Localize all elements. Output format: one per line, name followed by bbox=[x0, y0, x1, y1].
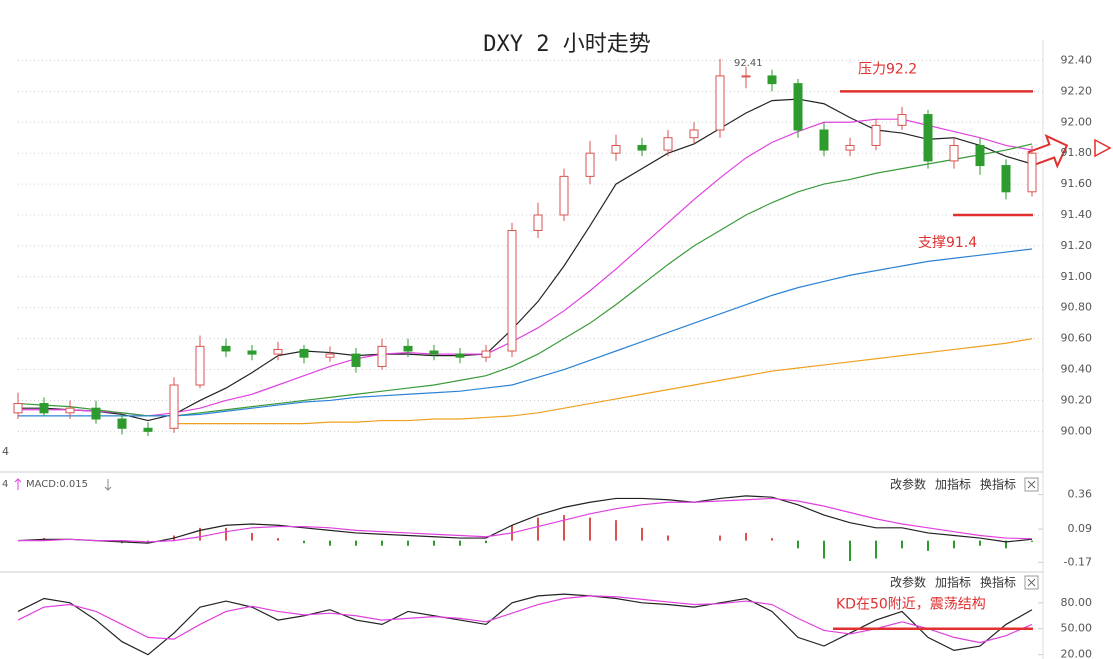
candle-body bbox=[143, 427, 153, 432]
indicator-line bbox=[18, 98, 1033, 422]
candle-body bbox=[13, 403, 23, 414]
indicator-line bbox=[18, 248, 1033, 417]
candle-body bbox=[819, 129, 829, 151]
candle-body bbox=[1027, 152, 1037, 193]
y-tick-label: 0.09 bbox=[1068, 522, 1093, 535]
y-tick-label: 91.80 bbox=[1061, 146, 1093, 159]
left-label: 4 bbox=[2, 445, 9, 458]
tool-button[interactable]: 改参数 bbox=[890, 575, 926, 590]
chart-title: DXY 2 小时走势 bbox=[483, 32, 650, 57]
candle-body bbox=[897, 114, 907, 126]
close-icon[interactable] bbox=[1027, 480, 1036, 489]
arrow-icon bbox=[1027, 134, 1069, 169]
close-icon[interactable] bbox=[1027, 578, 1036, 587]
candle-body bbox=[117, 418, 127, 429]
candle-body bbox=[221, 345, 231, 352]
candle-body bbox=[429, 350, 439, 355]
candle-body bbox=[793, 83, 803, 131]
candle-body bbox=[845, 144, 855, 151]
candle-body bbox=[247, 350, 257, 355]
candle-body bbox=[715, 75, 725, 131]
up-arrow-icon bbox=[14, 478, 22, 490]
tool-button[interactable]: 换指标 bbox=[980, 477, 1016, 492]
high-label: 92.41 bbox=[734, 58, 763, 69]
candle-body bbox=[949, 144, 959, 162]
candle-body bbox=[923, 114, 933, 162]
y-tick-label: -0.17 bbox=[1064, 555, 1092, 568]
candle-body bbox=[169, 384, 179, 429]
indicator-line bbox=[17, 495, 1033, 544]
candle-body bbox=[455, 353, 465, 358]
candle-body bbox=[351, 353, 361, 367]
y-tick-label: 80.00 bbox=[1061, 596, 1093, 609]
y-tick-label: 50.00 bbox=[1061, 622, 1093, 635]
y-tick-label: 90.20 bbox=[1061, 393, 1093, 406]
y-tick-label: 91.60 bbox=[1061, 177, 1093, 190]
indicator-line bbox=[17, 595, 1033, 644]
y-tick-label: 92.40 bbox=[1061, 53, 1093, 66]
annotation-text: 支撑91.4 bbox=[918, 235, 977, 251]
y-tick-label: 91.00 bbox=[1061, 270, 1093, 283]
candle-body bbox=[325, 353, 335, 358]
candle-body bbox=[637, 144, 647, 151]
candle-body bbox=[65, 407, 75, 414]
candle-body bbox=[195, 345, 205, 386]
candle-body bbox=[91, 407, 101, 420]
tool-button[interactable]: 加指标 bbox=[935, 477, 971, 492]
y-tick-label: 20.00 bbox=[1061, 648, 1093, 659]
candle-body bbox=[533, 214, 543, 231]
candle-body bbox=[559, 175, 569, 216]
tool-button[interactable]: 改参数 bbox=[890, 477, 926, 492]
y-tick-label: 90.80 bbox=[1061, 301, 1093, 314]
candle-body bbox=[975, 144, 985, 167]
annotation-text: KD在50附近，震荡结构 bbox=[836, 597, 986, 613]
y-tick-label: 90.60 bbox=[1061, 332, 1093, 345]
indicator-line bbox=[174, 338, 1033, 425]
indicator-line bbox=[18, 497, 1033, 543]
candle-body bbox=[507, 229, 517, 352]
indicator-line bbox=[17, 143, 1033, 417]
y-tick-label: 92.20 bbox=[1061, 84, 1093, 97]
y-tick-label: 91.20 bbox=[1061, 239, 1093, 252]
candle-body bbox=[689, 129, 699, 139]
tool-button[interactable]: 加指标 bbox=[935, 575, 971, 590]
candle-body bbox=[663, 137, 673, 151]
candle-body bbox=[1001, 165, 1011, 193]
candle-body bbox=[39, 403, 49, 414]
candle-body bbox=[403, 345, 413, 352]
candle-body bbox=[377, 345, 387, 367]
macd-title: MACD:0.015 bbox=[26, 479, 88, 490]
arrow-icon bbox=[1094, 138, 1112, 158]
indicator-line bbox=[18, 118, 1033, 417]
down-arrow-icon bbox=[104, 479, 112, 491]
annotation-text: 压力92.2 bbox=[858, 61, 917, 77]
candle-body bbox=[741, 75, 751, 78]
candle-body bbox=[611, 144, 621, 154]
left-label: 4 bbox=[2, 479, 8, 490]
candle-body bbox=[767, 75, 777, 85]
candle-body bbox=[481, 350, 491, 358]
y-tick-label: 90.40 bbox=[1061, 363, 1093, 376]
candle-body bbox=[273, 348, 283, 355]
y-tick-label: 92.00 bbox=[1061, 115, 1093, 128]
y-tick-label: 90.00 bbox=[1061, 424, 1093, 437]
indicator-line bbox=[17, 593, 1033, 656]
candle-body bbox=[299, 348, 309, 358]
candle-body bbox=[871, 124, 881, 146]
candle-body bbox=[585, 152, 595, 177]
tool-button[interactable]: 换指标 bbox=[980, 575, 1016, 590]
y-tick-label: 0.36 bbox=[1068, 488, 1093, 501]
y-tick-label: 91.40 bbox=[1061, 208, 1093, 221]
